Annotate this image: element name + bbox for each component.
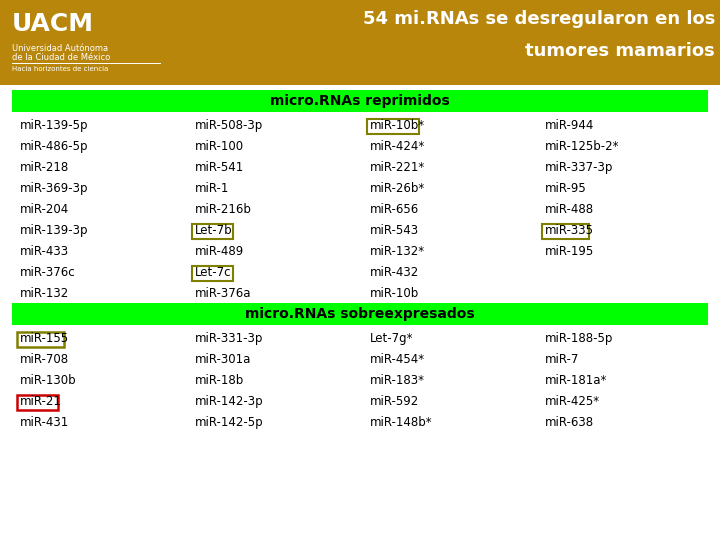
Text: miR-543: miR-543 — [370, 224, 419, 237]
Text: miR-454*: miR-454* — [370, 353, 425, 366]
Text: micro.RNAs sobreexpresados: micro.RNAs sobreexpresados — [246, 307, 474, 321]
Text: miR-142-5p: miR-142-5p — [195, 416, 264, 429]
Text: miR-424*: miR-424* — [370, 140, 426, 153]
Text: miR-155: miR-155 — [20, 332, 69, 345]
Text: miR-183*: miR-183* — [370, 374, 425, 387]
Text: miR-425*: miR-425* — [545, 395, 600, 408]
Text: miR-431: miR-431 — [20, 416, 69, 429]
Text: miR-708: miR-708 — [20, 353, 69, 366]
Text: miR-125b-2*: miR-125b-2* — [545, 140, 619, 153]
Text: miR-376c: miR-376c — [20, 266, 76, 279]
Text: miR-638: miR-638 — [545, 416, 594, 429]
Text: miR-301a: miR-301a — [195, 353, 251, 366]
Text: miR-188-5p: miR-188-5p — [545, 332, 613, 345]
Text: miR-204: miR-204 — [20, 203, 69, 216]
Text: miR-95: miR-95 — [545, 182, 587, 195]
Text: miR-376a: miR-376a — [195, 287, 251, 300]
Text: miR-148b*: miR-148b* — [370, 416, 433, 429]
Text: miR-21: miR-21 — [20, 395, 62, 408]
Text: miR-132*: miR-132* — [370, 245, 425, 258]
Text: miR-432: miR-432 — [370, 266, 419, 279]
Text: miR-488: miR-488 — [545, 203, 594, 216]
Text: miR-100: miR-100 — [195, 140, 244, 153]
Text: miR-26b*: miR-26b* — [370, 182, 426, 195]
Text: miR-508-3p: miR-508-3p — [195, 119, 264, 132]
Text: miR-139-5p: miR-139-5p — [20, 119, 89, 132]
Text: miR-541: miR-541 — [195, 161, 244, 174]
Text: miR-139-3p: miR-139-3p — [20, 224, 89, 237]
Text: miR-130b: miR-130b — [20, 374, 76, 387]
Text: miR-335: miR-335 — [545, 224, 594, 237]
Text: miR-486-5p: miR-486-5p — [20, 140, 89, 153]
Text: miR-592: miR-592 — [370, 395, 419, 408]
Text: 54 mi.RNAs se desregularon en los: 54 mi.RNAs se desregularon en los — [363, 10, 715, 28]
Text: miR-216b: miR-216b — [195, 203, 252, 216]
Text: miR-10b: miR-10b — [370, 287, 419, 300]
Text: Let-7b: Let-7b — [195, 224, 233, 237]
Text: miR-10b*: miR-10b* — [370, 119, 425, 132]
Text: miR-337-3p: miR-337-3p — [545, 161, 613, 174]
Text: miR-656: miR-656 — [370, 203, 419, 216]
Text: Let-7g*: Let-7g* — [370, 332, 413, 345]
Text: miR-944: miR-944 — [545, 119, 595, 132]
Text: miR-181a*: miR-181a* — [545, 374, 608, 387]
FancyBboxPatch shape — [12, 303, 708, 325]
Text: tumores mamarios: tumores mamarios — [526, 42, 715, 60]
Text: miR-7: miR-7 — [545, 353, 580, 366]
Text: miR-142-3p: miR-142-3p — [195, 395, 264, 408]
Text: miR-1: miR-1 — [195, 182, 230, 195]
Text: micro.RNAs reprimidos: micro.RNAs reprimidos — [270, 94, 450, 108]
Text: Hacia horizontes de ciencia: Hacia horizontes de ciencia — [12, 66, 109, 72]
Text: miR-195: miR-195 — [545, 245, 594, 258]
Text: miR-132: miR-132 — [20, 287, 69, 300]
Text: miR-221*: miR-221* — [370, 161, 426, 174]
Text: Universidad Autónoma: Universidad Autónoma — [12, 44, 108, 53]
FancyBboxPatch shape — [0, 0, 720, 85]
Text: Let-7c: Let-7c — [195, 266, 232, 279]
Text: miR-331-3p: miR-331-3p — [195, 332, 264, 345]
Text: miR-218: miR-218 — [20, 161, 69, 174]
FancyBboxPatch shape — [12, 90, 708, 112]
Text: miR-18b: miR-18b — [195, 374, 244, 387]
Text: UACM: UACM — [12, 12, 94, 36]
Text: miR-369-3p: miR-369-3p — [20, 182, 89, 195]
Text: miR-489: miR-489 — [195, 245, 244, 258]
Text: miR-433: miR-433 — [20, 245, 69, 258]
Text: de la Ciudad de México: de la Ciudad de México — [12, 53, 110, 62]
